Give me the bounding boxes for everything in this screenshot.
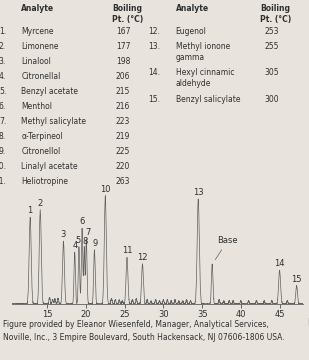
- Text: Limonene: Limonene: [21, 42, 59, 51]
- Text: Benzyl acetate: Benzyl acetate: [21, 87, 78, 96]
- Text: 9: 9: [93, 239, 98, 248]
- Text: 225: 225: [116, 147, 130, 156]
- Text: 6: 6: [79, 217, 85, 226]
- Text: 14.: 14.: [149, 68, 161, 77]
- Text: 15: 15: [291, 275, 302, 284]
- Text: 1.: 1.: [0, 27, 6, 36]
- Text: Analyte: Analyte: [176, 4, 209, 13]
- Text: 14: 14: [274, 260, 285, 269]
- Text: Benzyl salicylate: Benzyl salicylate: [176, 95, 240, 104]
- Text: 220: 220: [116, 162, 130, 171]
- Text: 219: 219: [116, 132, 130, 141]
- Text: Linalool: Linalool: [21, 57, 51, 66]
- Text: 13: 13: [193, 188, 204, 197]
- Text: Myrcene: Myrcene: [21, 27, 54, 36]
- Text: 2: 2: [38, 199, 43, 208]
- Text: Figure provided by Eleanor Wiesenfeld, Manager, Analytical Services,
Noville, In: Figure provided by Eleanor Wiesenfeld, M…: [3, 320, 285, 342]
- Text: Heliotropine: Heliotropine: [21, 177, 68, 186]
- Text: Methyl salicylate: Methyl salicylate: [21, 117, 86, 126]
- Text: 305: 305: [264, 68, 279, 77]
- Text: 177: 177: [116, 42, 130, 51]
- Text: 15.: 15.: [149, 95, 161, 104]
- Text: 253: 253: [264, 27, 279, 36]
- Text: 8.: 8.: [0, 132, 6, 141]
- Text: 9.: 9.: [0, 147, 6, 156]
- Text: Methyl ionone
gamma: Methyl ionone gamma: [176, 42, 230, 62]
- Text: 11: 11: [122, 247, 132, 256]
- Text: Menthol: Menthol: [21, 102, 52, 111]
- Text: Min: Min: [307, 318, 309, 327]
- Text: 5: 5: [76, 235, 81, 244]
- Text: Linalyl acetate: Linalyl acetate: [21, 162, 78, 171]
- Text: 11.: 11.: [0, 177, 6, 186]
- Text: 7: 7: [86, 228, 91, 237]
- Text: Boiling
Pt. (°C): Boiling Pt. (°C): [260, 4, 292, 24]
- Text: 5.: 5.: [0, 87, 6, 96]
- Text: 216: 216: [116, 102, 130, 111]
- Text: Base: Base: [215, 235, 238, 260]
- Text: 10: 10: [100, 185, 111, 194]
- Text: 12.: 12.: [149, 27, 161, 36]
- Text: 255: 255: [264, 42, 279, 51]
- Text: Citronellol: Citronellol: [21, 147, 61, 156]
- Text: 263: 263: [116, 177, 130, 186]
- Text: 4: 4: [73, 241, 78, 250]
- Text: 3.: 3.: [0, 57, 6, 66]
- Text: α-Terpineol: α-Terpineol: [21, 132, 63, 141]
- Text: 206: 206: [116, 72, 130, 81]
- Text: Analyte: Analyte: [21, 4, 54, 13]
- Text: 300: 300: [264, 95, 279, 104]
- Text: 223: 223: [116, 117, 130, 126]
- Text: 13.: 13.: [149, 42, 161, 51]
- Text: 7.: 7.: [0, 117, 6, 126]
- Text: 198: 198: [116, 57, 130, 66]
- Text: 215: 215: [116, 87, 130, 96]
- Text: 4.: 4.: [0, 72, 6, 81]
- Text: Hexyl cinnamic
aldehyde: Hexyl cinnamic aldehyde: [176, 68, 234, 88]
- Text: 12: 12: [137, 253, 148, 262]
- Text: Eugenol: Eugenol: [176, 27, 207, 36]
- Text: Boiling
Pt. (°C): Boiling Pt. (°C): [112, 4, 143, 24]
- Text: 10.: 10.: [0, 162, 6, 171]
- Text: 8: 8: [82, 237, 87, 246]
- Text: 1: 1: [28, 206, 33, 215]
- Text: 2.: 2.: [0, 42, 6, 51]
- Text: 167: 167: [116, 27, 130, 36]
- Text: Citronellal: Citronellal: [21, 72, 61, 81]
- Text: 3: 3: [60, 230, 66, 239]
- Text: 6.: 6.: [0, 102, 6, 111]
